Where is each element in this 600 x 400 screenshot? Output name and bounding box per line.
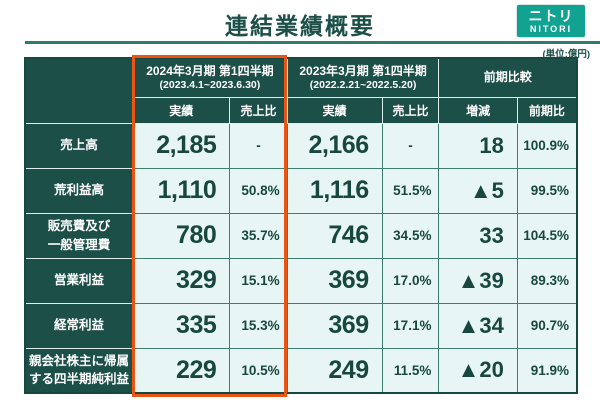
value-cell: 51.5%: [381, 167, 440, 214]
nitori-logo: ニトリ NITORI: [516, 4, 586, 38]
value-cell: 369: [286, 302, 383, 349]
column-group-fy2024-period: (2023.4.1~2023.6.30): [159, 78, 261, 91]
table-row-operating-profit: 営業利益 329 15.1% 369 17.0% ▲39 89.3%: [24, 257, 578, 304]
value-cell: 11.5%: [381, 347, 440, 394]
row-label: 荒利益高: [24, 167, 134, 214]
value-cell: 1,116: [286, 167, 383, 214]
column-group-fy2023-period: (2022.2.21~2022.5.20): [309, 78, 417, 91]
value-cell: 10.5%: [229, 347, 288, 394]
value-cell: 50.8%: [229, 167, 288, 214]
value-cell: ▲5: [438, 167, 518, 214]
results-table-container: 2024年3月期 第1四半期 (2023.4.1~2023.6.30) 2023…: [24, 55, 578, 397]
value-cell: 780: [132, 212, 231, 259]
value-cell: 33: [438, 212, 518, 259]
value-cell: ▲20: [438, 347, 518, 394]
value-cell: 335: [132, 302, 231, 349]
nitori-logo-roman: NITORI: [529, 23, 573, 34]
column-header-sales-ratio-2023: 売上比: [381, 96, 440, 124]
table-row-net-sales: 売上高 2,185 - 2,166 - 18 100.9%: [24, 122, 578, 169]
title-divider: [25, 41, 600, 44]
row-label-line2: する四半期純利益: [29, 372, 130, 387]
value-cell: 15.1%: [229, 257, 288, 304]
value-cell: 89.3%: [516, 257, 578, 304]
column-group-comparison-title: 前期比較: [483, 70, 532, 85]
results-table: 2024年3月期 第1四半期 (2023.4.1~2023.6.30) 2023…: [24, 57, 578, 394]
table-row-sga-expenses: 販売費及び 一般管理費 780 35.7% 746 34.5% 33 104.5…: [24, 212, 578, 259]
column-group-comparison: 前期比較: [438, 57, 578, 98]
value-cell: ▲39: [438, 257, 518, 304]
value-cell: 2,185: [132, 122, 231, 169]
value-cell: 17.0%: [381, 257, 440, 304]
row-label-line2: 一般管理費: [47, 237, 111, 252]
row-label-line1: 販売費及び: [47, 218, 111, 233]
column-group-fy2024: 2024年3月期 第1四半期 (2023.4.1~2023.6.30): [132, 57, 288, 98]
value-cell: -: [381, 122, 440, 169]
column-group-fy2023-title: 2023年3月期 第1四半期: [299, 63, 427, 78]
row-label: 経常利益: [24, 302, 134, 349]
table-row-gross-profit: 荒利益高 1,110 50.8% 1,116 51.5% ▲5 99.5%: [24, 167, 578, 214]
value-cell: 100.9%: [516, 122, 578, 169]
value-cell: 104.5%: [516, 212, 578, 259]
column-header-yoy: 前期比: [516, 96, 578, 124]
row-label: 販売費及び 一般管理費: [24, 212, 134, 259]
value-cell: 90.7%: [516, 302, 578, 349]
value-cell: 35.7%: [229, 212, 288, 259]
value-cell: 249: [286, 347, 383, 394]
value-cell: 369: [286, 257, 383, 304]
nitori-logo-katakana: ニトリ: [528, 7, 574, 24]
table-row-ordinary-profit: 経常利益 335 15.3% 369 17.1% ▲34 90.7%: [24, 302, 578, 349]
value-cell: ▲34: [438, 302, 518, 349]
page-title: 連結業績概要: [225, 13, 375, 39]
column-header-sales-ratio-2024: 売上比: [229, 96, 288, 124]
column-group-fy2024-title: 2024年3月期 第1四半期: [146, 63, 274, 78]
value-cell: 18: [438, 122, 518, 169]
corner-cell: [24, 57, 134, 124]
value-cell: 229: [132, 347, 231, 394]
value-cell: 34.5%: [381, 212, 440, 259]
value-cell: 99.5%: [516, 167, 578, 214]
row-label: 営業利益: [24, 257, 134, 304]
value-cell: 329: [132, 257, 231, 304]
column-header-actual-2024: 実績: [132, 96, 231, 124]
value-cell: 1,110: [132, 167, 231, 214]
value-cell: -: [229, 122, 288, 169]
unit-note: (単位:億円): [542, 49, 591, 60]
table-row-quarterly-net-profit: 親会社株主に帰属 する四半期純利益 229 10.5% 249 11.5% ▲2…: [24, 347, 578, 394]
row-label: 親会社株主に帰属 する四半期純利益: [24, 347, 134, 394]
row-label-line1: 親会社株主に帰属: [29, 353, 130, 368]
column-header-actual-2023: 実績: [286, 96, 383, 124]
row-label: 売上高: [24, 122, 134, 169]
column-group-fy2023: 2023年3月期 第1四半期 (2022.2.21~2022.5.20): [286, 57, 440, 98]
value-cell: 17.1%: [381, 302, 440, 349]
column-header-change: 増減: [438, 96, 518, 124]
value-cell: 15.3%: [229, 302, 288, 349]
value-cell: 746: [286, 212, 383, 259]
value-cell: 2,166: [286, 122, 383, 169]
value-cell: 91.9%: [516, 347, 578, 394]
